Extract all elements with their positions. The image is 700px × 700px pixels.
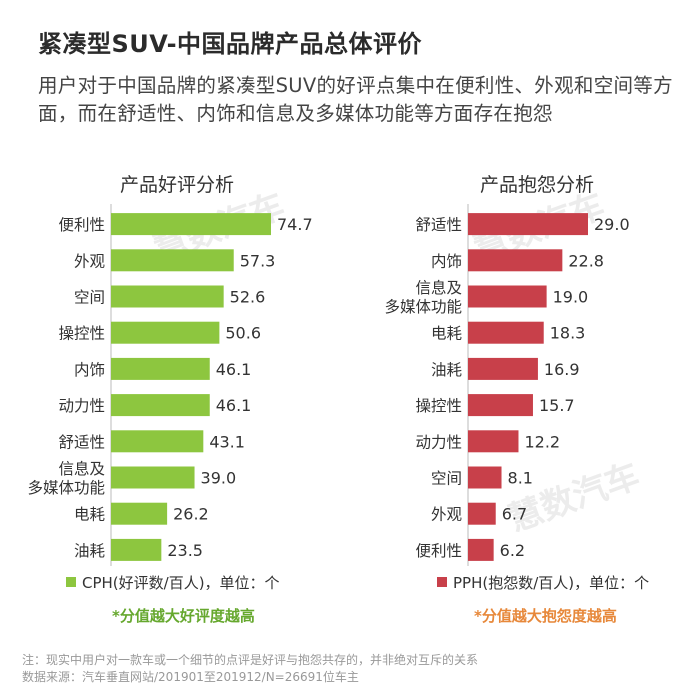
bar [111, 430, 204, 453]
category-label: 外观 [431, 506, 462, 524]
left-chart-title: 产品好评分析 [120, 174, 235, 196]
footer-note: 注：现实中用户对一款车或一个细节的点评是好评与抱怨共存的，并非绝对互斥的关系 [22, 653, 479, 667]
data-label: 8.1 [508, 469, 533, 488]
bar [111, 357, 210, 380]
data-label: 29.0 [594, 215, 630, 234]
right-legend: PPH(抱怨数/百人)，单位：个 [437, 572, 649, 593]
category-label: 空间 [74, 289, 105, 307]
category-label: 内饰 [431, 252, 462, 270]
left-note: *分值越大好评度越高 [112, 607, 255, 625]
right-legend-label: PPH(抱怨数/百人)，单位：个 [453, 574, 650, 592]
bar [111, 466, 195, 489]
bar [468, 394, 533, 417]
bar [468, 249, 563, 272]
bar [468, 538, 494, 561]
category-label: 信息及 [415, 279, 462, 297]
data-label: 26.2 [173, 505, 209, 524]
page-subtitle: 用户对于中国品牌的紧凑型SUV的好评点集中在便利性、外观和空间等方面，而在舒适性… [38, 74, 673, 125]
data-label: 15.7 [539, 396, 575, 415]
category-label: 便利性 [415, 542, 462, 560]
category-label: 便利性 [58, 216, 105, 234]
category-label: 外观 [74, 252, 105, 270]
category-label: 舒适性 [415, 216, 462, 234]
data-label: 16.9 [544, 360, 580, 379]
page-title: 紧凑型SUV-中国品牌产品总体评价 [38, 30, 423, 58]
category-label: 内饰 [74, 361, 105, 379]
right-note: *分值越大抱怨度越高 [474, 607, 617, 625]
category-label: 油耗 [74, 542, 105, 560]
category-label: 多媒体功能 [27, 479, 105, 497]
legend-swatch [437, 577, 447, 587]
data-label: 46.1 [216, 360, 252, 379]
category-label: 电耗 [74, 506, 105, 524]
footer-source: 数据来源：汽车垂直网站/201901至201912/N=26691位车主 [22, 670, 359, 684]
bar [468, 285, 547, 308]
category-label: 操控性 [415, 397, 462, 415]
data-label: 18.3 [550, 324, 586, 343]
category-label: 空间 [431, 470, 462, 488]
data-label: 6.2 [500, 541, 525, 560]
bar [111, 213, 271, 236]
data-label: 19.0 [553, 288, 589, 307]
bar [468, 430, 519, 453]
data-label: 74.7 [277, 215, 313, 234]
bar [111, 285, 224, 308]
category-label: 信息及 [58, 460, 105, 478]
right-chart-title: 产品抱怨分析 [480, 174, 595, 196]
data-label: 22.8 [568, 251, 604, 270]
category-label: 油耗 [431, 361, 462, 379]
left-legend: CPH(好评数/百人)，单位：个 [66, 572, 280, 593]
data-label: 46.1 [216, 396, 252, 415]
bar [468, 213, 588, 236]
bar [111, 538, 162, 561]
data-label: 50.6 [225, 324, 261, 343]
category-label: 操控性 [58, 325, 105, 343]
data-label: 12.2 [524, 432, 560, 451]
data-label: 52.6 [230, 288, 266, 307]
bar [468, 466, 502, 489]
category-label: 动力性 [415, 433, 462, 451]
data-label: 23.5 [167, 541, 203, 560]
category-label: 多媒体功能 [384, 298, 462, 316]
bar [468, 321, 544, 344]
category-label: 电耗 [431, 325, 462, 343]
bar [468, 357, 538, 380]
left-legend-label: CPH(好评数/百人)，单位：个 [82, 574, 280, 592]
data-label: 57.3 [240, 251, 276, 270]
bar [468, 502, 496, 525]
data-label: 6.7 [502, 505, 527, 524]
data-label: 39.0 [201, 469, 237, 488]
bar [111, 394, 210, 417]
data-label: 43.1 [209, 432, 245, 451]
bar [111, 321, 220, 344]
legend-swatch [66, 577, 76, 587]
bar [111, 249, 234, 272]
category-label: 舒适性 [58, 433, 105, 451]
bar [111, 502, 168, 525]
category-label: 动力性 [58, 397, 105, 415]
